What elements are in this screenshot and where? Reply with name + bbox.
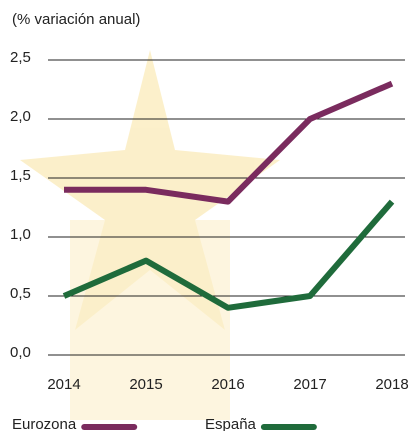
y-tick-label: 2,0 xyxy=(10,108,31,125)
legend-label: Eurozona xyxy=(12,416,77,431)
y-tick-label: 1,5 xyxy=(10,167,31,184)
y-tick-label: 1,0 xyxy=(10,226,31,243)
x-tick-label: 2014 xyxy=(47,376,80,393)
background-star xyxy=(20,50,280,420)
x-tick-label: 2016 xyxy=(211,376,244,393)
series-line xyxy=(64,80,394,205)
legend-label: España xyxy=(205,416,257,431)
chart-subtitle: (% variación anual) xyxy=(12,11,140,28)
y-tick-label: 0,0 xyxy=(10,344,31,361)
y-tick-label: 2,5 xyxy=(10,49,31,66)
x-tick-label: 2018 xyxy=(375,376,408,393)
x-tick-label: 2017 xyxy=(293,376,326,393)
y-tick-label: 0,5 xyxy=(10,285,31,302)
x-tick-label: 2015 xyxy=(129,376,162,393)
series-line xyxy=(62,199,395,311)
